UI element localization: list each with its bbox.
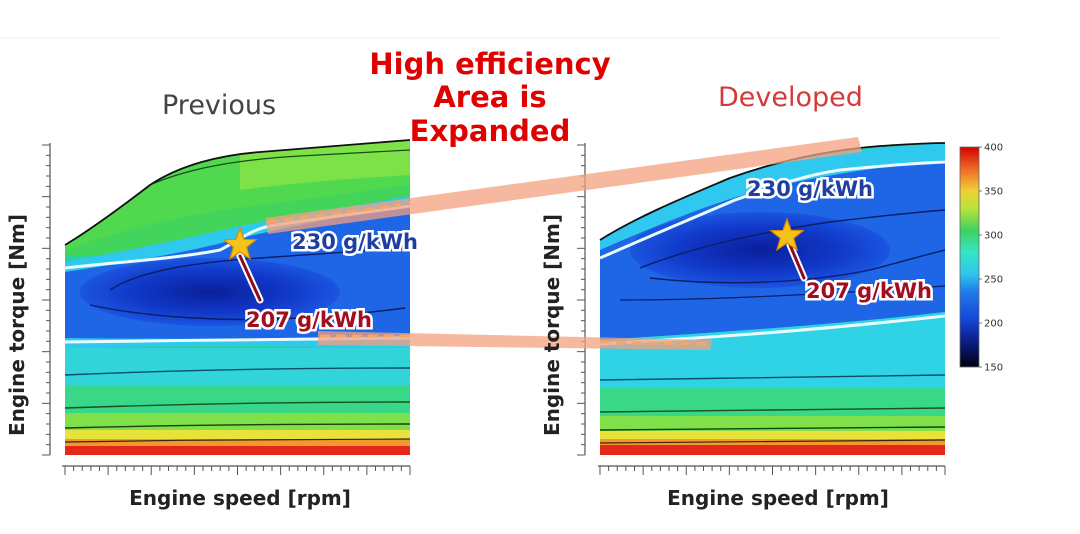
- expansion-band-lower: [318, 331, 712, 350]
- headline-line-2: Area is: [433, 80, 547, 115]
- axis-ticks: [42, 144, 411, 475]
- yellow-band: [600, 431, 945, 440]
- colorbar-tick-label: 150: [984, 363, 1003, 374]
- contour-230-boundary: [600, 160, 945, 260]
- optimum-core: [630, 212, 890, 288]
- leader-line: [238, 254, 262, 302]
- previous-map-contours: [65, 140, 410, 455]
- annotation-230-previous: 230 g/kWh: [292, 230, 418, 254]
- star-icon: [222, 226, 258, 261]
- y-axis-title-developed: Engine torque [Nm]: [540, 214, 564, 436]
- orange-band: [65, 439, 410, 447]
- x-axis-title-developed: Engine speed [rpm]: [667, 486, 889, 510]
- annotation-207-developed: 207 g/kWh: [806, 279, 932, 303]
- contour-line: [65, 401, 410, 409]
- contour-line: [119, 149, 410, 201]
- contour-line: [600, 407, 945, 413]
- developed-map-contours: [600, 143, 945, 455]
- orange-band: [600, 439, 945, 446]
- optimum-point-previous: [222, 226, 264, 304]
- optimum-point-developed: [769, 217, 808, 282]
- lower-green-band: [65, 385, 410, 415]
- contour-line: [65, 367, 410, 376]
- previous-map: [42, 139, 411, 475]
- colorbar-tick-label: 200: [984, 319, 1003, 330]
- contour-line: [600, 426, 945, 431]
- colorbar-gradient: [959, 146, 980, 368]
- contour-line: [65, 438, 410, 443]
- lower-green-band: [600, 388, 945, 418]
- lower-cyan-band: [600, 312, 945, 390]
- lower-lime-band: [65, 413, 410, 431]
- colorbar-tick-label: 300: [984, 231, 1003, 242]
- colorbar: 400 350 300 250 200 150: [959, 143, 1003, 374]
- contour-line: [619, 285, 945, 301]
- panel-title-developed: Developed: [718, 82, 863, 113]
- contour-line: [649, 249, 945, 284]
- leader-line: [788, 243, 806, 280]
- y-axis-title-previous: Engine torque [Nm]: [5, 214, 29, 436]
- headline-line-3: Expanded: [409, 113, 571, 148]
- contour-line: [65, 423, 410, 429]
- contour-line: [639, 209, 945, 269]
- x-axis-title-previous: Engine speed [rpm]: [129, 486, 351, 510]
- colorbar-tick-label: 250: [984, 275, 1003, 286]
- colorbar-tick-label: 350: [984, 187, 1003, 198]
- star-icon: [769, 217, 805, 252]
- panel-title-previous: Previous: [162, 90, 277, 121]
- expansion-band-upper: [265, 137, 862, 234]
- max-torque-curve: [64, 139, 411, 246]
- axis-ticks: [577, 144, 946, 475]
- annotation-207-previous: 207 g/kWh: [246, 308, 372, 332]
- headline: High efficiency Area is Expanded: [330, 47, 650, 148]
- red-band: [65, 446, 410, 455]
- headline-line-1: High efficiency: [369, 47, 611, 81]
- developed-map: [577, 142, 946, 475]
- contour-line: [89, 304, 406, 321]
- annotation-230-developed: 230 g/kWh: [747, 177, 873, 201]
- colorbar-tick-label: 400: [984, 143, 1003, 154]
- red-band: [600, 445, 945, 455]
- contour-line: [109, 247, 406, 291]
- contour-line: [600, 374, 945, 381]
- yellow-band: [65, 430, 410, 440]
